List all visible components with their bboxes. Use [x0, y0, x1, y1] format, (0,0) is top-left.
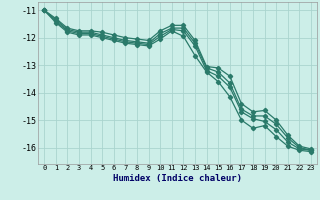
X-axis label: Humidex (Indice chaleur): Humidex (Indice chaleur) — [113, 174, 242, 183]
